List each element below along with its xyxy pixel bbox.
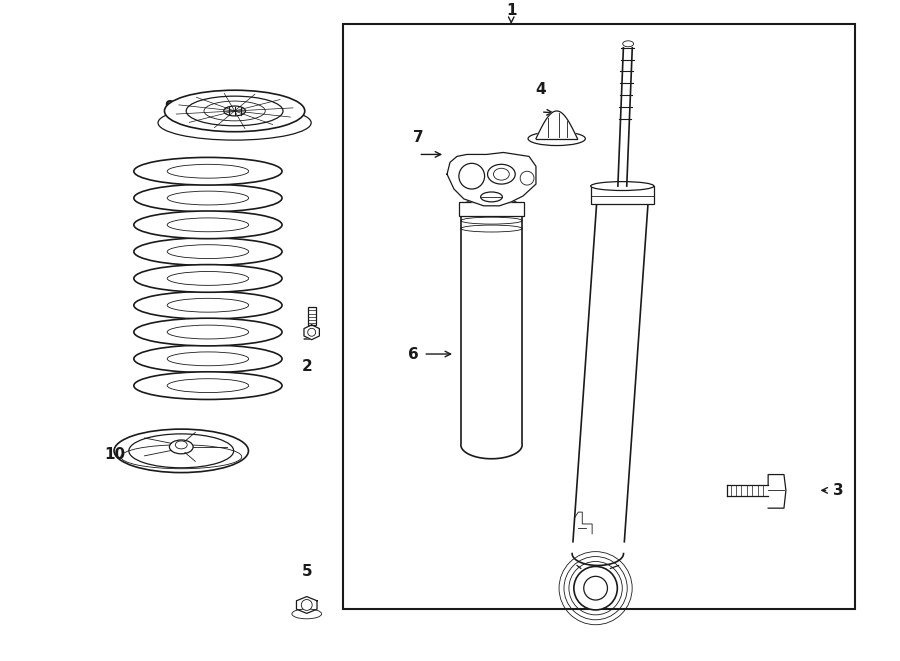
Polygon shape (461, 211, 522, 445)
Ellipse shape (167, 272, 248, 286)
Ellipse shape (134, 238, 282, 266)
Ellipse shape (461, 199, 522, 215)
Ellipse shape (623, 41, 634, 47)
Ellipse shape (488, 165, 515, 184)
Polygon shape (726, 485, 768, 496)
Polygon shape (296, 597, 317, 613)
Ellipse shape (167, 379, 248, 393)
Text: 6: 6 (408, 346, 418, 362)
Ellipse shape (114, 429, 248, 473)
Ellipse shape (134, 211, 282, 239)
Ellipse shape (590, 182, 654, 190)
Polygon shape (536, 111, 578, 139)
Ellipse shape (158, 106, 311, 140)
Ellipse shape (134, 318, 282, 346)
Polygon shape (573, 204, 648, 542)
Bar (590, 186, 654, 204)
Ellipse shape (134, 292, 282, 319)
Ellipse shape (292, 609, 321, 619)
Ellipse shape (167, 298, 248, 312)
Ellipse shape (134, 264, 282, 292)
Polygon shape (618, 48, 633, 186)
Polygon shape (304, 325, 320, 340)
Circle shape (302, 600, 312, 610)
Ellipse shape (167, 325, 248, 339)
Text: 8: 8 (161, 329, 171, 344)
Text: 4: 4 (536, 82, 546, 97)
Polygon shape (461, 445, 522, 459)
Circle shape (520, 171, 534, 185)
Ellipse shape (167, 191, 248, 205)
Bar (308, 307, 316, 325)
Text: 9: 9 (165, 100, 176, 114)
Ellipse shape (134, 184, 282, 212)
Text: 10: 10 (104, 447, 126, 462)
Ellipse shape (167, 352, 248, 366)
Polygon shape (768, 475, 786, 508)
Ellipse shape (134, 157, 282, 185)
Circle shape (308, 329, 316, 336)
Ellipse shape (165, 90, 305, 132)
Ellipse shape (528, 132, 585, 145)
Text: 7: 7 (413, 130, 424, 145)
Ellipse shape (204, 101, 266, 121)
Text: 3: 3 (833, 483, 844, 498)
Circle shape (574, 566, 617, 610)
Ellipse shape (134, 345, 282, 373)
Circle shape (584, 576, 608, 600)
Polygon shape (572, 554, 624, 565)
Ellipse shape (169, 440, 194, 454)
Ellipse shape (129, 434, 234, 468)
Ellipse shape (134, 371, 282, 399)
Ellipse shape (481, 192, 502, 202)
Ellipse shape (224, 106, 246, 116)
Polygon shape (447, 153, 536, 206)
Ellipse shape (167, 218, 248, 232)
Circle shape (459, 163, 484, 189)
Ellipse shape (186, 96, 283, 126)
Ellipse shape (176, 441, 187, 449)
Ellipse shape (167, 245, 248, 258)
Bar (343, 24, 855, 609)
Text: 2: 2 (302, 359, 312, 374)
Bar (459, 202, 524, 215)
Text: 5: 5 (302, 564, 312, 579)
Ellipse shape (167, 165, 248, 178)
Text: 1: 1 (506, 3, 517, 18)
Ellipse shape (493, 169, 509, 180)
